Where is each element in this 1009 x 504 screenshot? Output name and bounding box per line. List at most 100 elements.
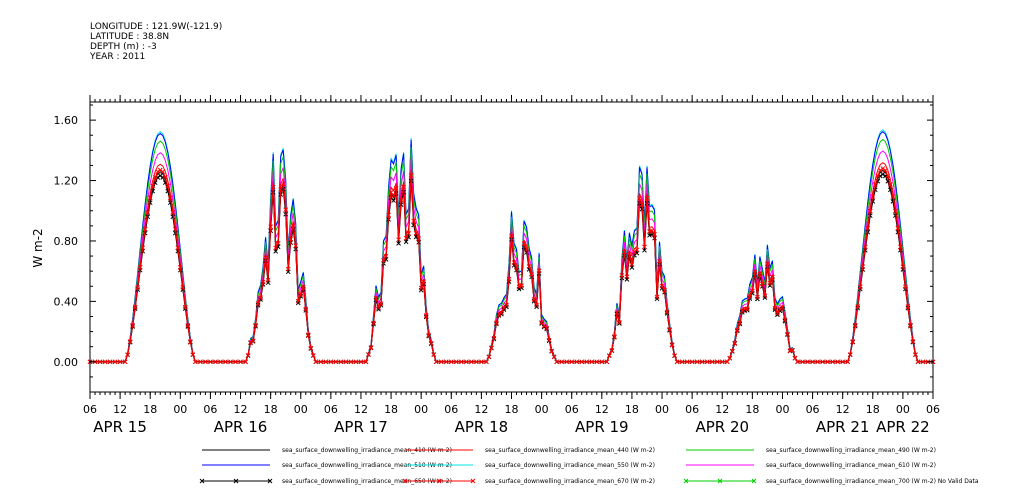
series-marker bbox=[122, 359, 128, 365]
series-marker bbox=[506, 276, 512, 282]
series-marker bbox=[172, 230, 178, 236]
series-marker bbox=[790, 347, 795, 353]
legend-marker bbox=[470, 478, 476, 484]
series-marker bbox=[584, 359, 590, 365]
series-marker bbox=[800, 359, 805, 365]
series-marker bbox=[755, 294, 760, 300]
series-marker bbox=[850, 339, 856, 344]
series-marker bbox=[810, 359, 815, 365]
series-marker bbox=[190, 352, 196, 357]
series-marker bbox=[125, 352, 130, 357]
series-marker bbox=[910, 339, 916, 344]
series-marker bbox=[669, 342, 675, 347]
x-tick-label: 12 bbox=[595, 403, 609, 416]
series-marker bbox=[310, 353, 316, 358]
series-marker bbox=[521, 241, 527, 246]
series-marker bbox=[760, 281, 765, 287]
x-tick-label: 12 bbox=[113, 403, 127, 416]
series-marker bbox=[569, 359, 575, 365]
series-marker bbox=[228, 359, 233, 365]
x-tick-label: 12 bbox=[234, 403, 248, 416]
series-marker bbox=[614, 310, 620, 316]
series-line bbox=[90, 162, 933, 363]
series-marker bbox=[303, 306, 309, 312]
series-marker bbox=[657, 258, 662, 264]
series-marker bbox=[534, 302, 539, 308]
series-marker bbox=[423, 313, 429, 318]
date-label: APR 15 bbox=[93, 418, 147, 436]
series-marker bbox=[408, 172, 414, 178]
series-line bbox=[90, 167, 933, 363]
series-marker bbox=[318, 359, 324, 365]
series-marker bbox=[624, 274, 630, 280]
series-marker bbox=[762, 293, 768, 299]
x-tick-label: 06 bbox=[685, 403, 699, 416]
legend-label: sea_surface_downwelling_irradiance_mean_… bbox=[282, 478, 452, 485]
series-marker bbox=[857, 284, 863, 290]
series-marker bbox=[167, 195, 173, 201]
x-tick-label: 06 bbox=[203, 403, 217, 416]
series-marker bbox=[182, 304, 188, 310]
series-marker bbox=[97, 359, 103, 365]
series-marker bbox=[895, 229, 901, 235]
series-line bbox=[90, 173, 933, 363]
series-marker bbox=[835, 359, 841, 365]
series-marker bbox=[775, 312, 780, 318]
series-marker bbox=[529, 271, 534, 277]
series-marker bbox=[263, 255, 268, 260]
series-marker bbox=[300, 284, 306, 290]
series-marker bbox=[273, 248, 279, 254]
series-marker bbox=[396, 240, 401, 246]
legend-marker bbox=[436, 478, 442, 484]
series-marker bbox=[265, 277, 271, 283]
series-marker bbox=[551, 354, 557, 360]
series-marker bbox=[378, 301, 384, 306]
x-tick-label: 06 bbox=[83, 403, 97, 416]
series-marker bbox=[734, 327, 740, 333]
series-marker bbox=[739, 308, 745, 314]
year-label: YEAR : 2011 bbox=[90, 52, 146, 62]
series-marker bbox=[654, 296, 660, 302]
series-marker bbox=[416, 236, 422, 241]
series-marker bbox=[704, 359, 710, 365]
series-marker bbox=[882, 167, 888, 173]
header-info: LONGITUDE : 121.9W(-121.9) LATITUDE : 38… bbox=[90, 22, 222, 62]
series-marker bbox=[391, 198, 396, 203]
series-marker bbox=[860, 264, 866, 269]
series-marker bbox=[428, 340, 434, 346]
series-marker bbox=[644, 195, 650, 201]
x-tick-label: 12 bbox=[715, 403, 729, 416]
legend-label: sea_surface_downwelling_irradiance_mean_… bbox=[766, 478, 979, 485]
series-marker bbox=[900, 264, 906, 269]
x-tick-label: 06 bbox=[926, 403, 940, 416]
series-marker bbox=[920, 359, 926, 365]
series-marker bbox=[649, 228, 655, 233]
series-marker bbox=[132, 304, 138, 310]
series-marker bbox=[328, 359, 334, 365]
series-marker bbox=[752, 269, 758, 275]
series-marker bbox=[353, 359, 359, 365]
series-marker bbox=[383, 253, 389, 259]
latitude-label: LATITUDE : 38.8N bbox=[90, 32, 170, 42]
series-marker bbox=[898, 244, 903, 250]
series-marker bbox=[152, 174, 158, 180]
x-tick-label: 00 bbox=[294, 403, 308, 416]
series-marker bbox=[875, 173, 881, 179]
series-marker bbox=[363, 359, 369, 365]
series-marker bbox=[147, 195, 153, 201]
series-marker bbox=[672, 353, 677, 358]
x-tick-label: 00 bbox=[896, 403, 910, 416]
series-marker bbox=[514, 264, 519, 270]
x-tick-label: 12 bbox=[354, 403, 368, 416]
series-marker bbox=[474, 359, 479, 365]
series-marker bbox=[486, 354, 492, 360]
date-label: APR 20 bbox=[695, 418, 749, 436]
series-marker bbox=[699, 359, 705, 365]
series-marker bbox=[160, 169, 166, 175]
series-marker bbox=[376, 305, 381, 310]
legend-marker bbox=[751, 478, 757, 484]
x-tick-label: 00 bbox=[173, 403, 187, 416]
x-tick-label: 06 bbox=[324, 403, 338, 416]
legend-marker bbox=[199, 478, 205, 484]
date-label: APR 16 bbox=[214, 418, 268, 436]
